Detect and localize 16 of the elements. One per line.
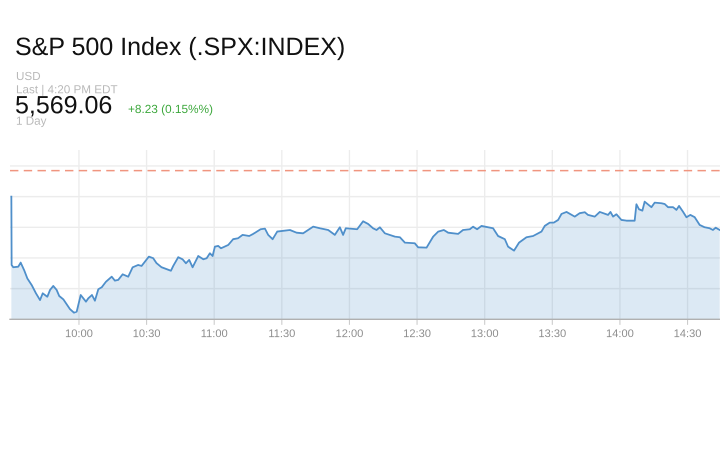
x-tick-label: 14:30 — [674, 329, 702, 338]
x-tick-label: 10:30 — [134, 329, 160, 338]
text: USD — [16, 72, 40, 80]
x-tick-label: 13:30 — [539, 329, 566, 338]
x-tick-label: 10:00 — [66, 329, 92, 338]
chart-title: S&P 500 Index (.SPX:INDEX) — [16, 36, 344, 60]
x-tick-label: 11:00 — [202, 329, 228, 338]
text: 5,569.06 — [16, 96, 112, 116]
text: +8.23 (0.15%%) — [128, 104, 212, 116]
x-tick-label: 12:00 — [336, 329, 363, 338]
x-tick-label: 11:30 — [269, 329, 295, 338]
text: 1 Day — [16, 116, 46, 128]
x-tick-label: 12:30 — [404, 329, 431, 338]
x-tick-label: 14:00 — [606, 329, 634, 338]
text: Last | 4:20 PM EDT — [16, 84, 118, 96]
x-tick-label: 13:00 — [472, 329, 498, 338]
